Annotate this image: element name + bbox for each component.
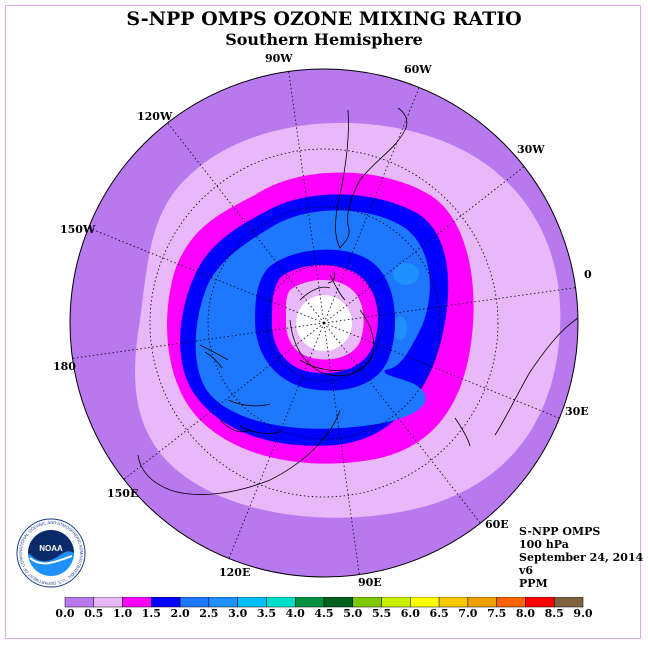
colorbar-swatch [266,597,296,608]
info-date: September 24, 2014 [519,551,644,564]
colorbar-tick-label: 5.0 [343,607,363,620]
colorbar-tick-label: 6.0 [400,607,420,620]
colorbar-swatch [294,597,325,608]
lon-label-60w: 60W [404,63,432,76]
map-boundary [69,68,579,578]
lon-label-60e: 60E [485,518,509,531]
coast-madagascar [454,417,471,447]
latitude-circle [149,148,499,498]
colorbar-tick-label: 5.5 [371,607,392,620]
map-subtitle: Southern Hemisphere [225,30,423,49]
latitude-circle [207,206,441,440]
colorbar-tick-label: 7.0 [458,607,478,620]
colorbar-swatch [410,597,440,608]
info-instrument: S-NPP OMPS [519,525,601,538]
colorbar-tick-label: 7.5 [487,607,507,620]
colorbar-swatch [467,597,497,608]
outer-frame [5,5,641,639]
colorbar-tick-label: 9.0 [573,607,593,620]
colorbar [64,597,584,608]
colorbar-swatch [64,597,95,608]
map-title: S-NPP OMPS OZONE MIXING RATIO [126,8,522,30]
info-level: 100 hPa [519,538,569,551]
colorbar-swatch [179,597,210,608]
colorbar-swatch [381,597,411,608]
colorbar-swatch [151,597,181,608]
info-units: PPM [519,577,548,590]
noaa-logo-text: NOAA [39,544,63,553]
colorbar-tick-label: 3.0 [228,607,248,620]
colorbar-tick-label: 3.5 [256,607,277,620]
lon-label-150w: 150W [60,223,96,236]
colorbar-swatch [93,597,123,608]
colorbar-swatch [438,597,469,608]
coast-south-america [335,107,408,249]
latitude-circle [265,264,383,382]
colorbar-tick-label: 2.5 [199,607,219,620]
lon-label-90w: 90W [265,52,293,65]
colorbar-tick-label: 6.5 [429,607,449,620]
colorbar-tick-label: 1.0 [112,607,133,620]
colorbar-swatch [496,597,526,608]
colorbar-swatch [208,597,238,608]
lon-label-120e: 120E [219,566,251,579]
coast-new-zealand [199,344,229,369]
colorbar-tick-label: 2.0 [170,607,190,620]
colorbar-tick-label: 4.5 [314,607,334,620]
lon-label-0: 0 [584,268,592,281]
colorbar-tick-label: 8.5 [544,607,564,620]
coast-antarctic-peninsula [299,271,346,301]
lon-label-120w: 120W [137,110,173,123]
coast-australia [137,409,341,495]
noaa-logo: NATIONAL OCEANIC AND ATMOSPHERIC ADMINIS… [16,518,86,588]
coastlines [137,107,578,495]
graticule [72,71,576,575]
colorbar-swatch [323,597,354,608]
lon-label-30w: 30W [517,143,545,156]
ozone-band-2.5-3.0 [393,263,419,285]
colorbar-swatch [553,597,584,608]
info-version: v6 [519,564,534,577]
colorbar-swatch [352,597,382,608]
lon-label-90e: 90E [358,576,382,589]
lon-label-150e: 150E [107,487,139,500]
colorbar-tick-label: 0.5 [84,607,104,620]
lon-label-30e: 30E [565,405,589,418]
colorbar-swatch [237,597,267,608]
colorbar-swatch [525,597,555,608]
coast-east-antarctica [227,399,281,434]
colorbar-tick-label: 1.5 [141,607,161,620]
colorbar-tick-label: 0.0 [55,607,75,620]
ozone-band-2.5-3.0-b [393,316,407,340]
coast-antarctica [289,309,374,377]
colorbar-tick-label: 4.0 [285,607,305,620]
lon-label-180: 180 [53,360,76,373]
coast-africa [494,317,578,436]
colorbar-tick-label: 8.0 [515,607,536,620]
colorbar-swatch [122,597,152,608]
